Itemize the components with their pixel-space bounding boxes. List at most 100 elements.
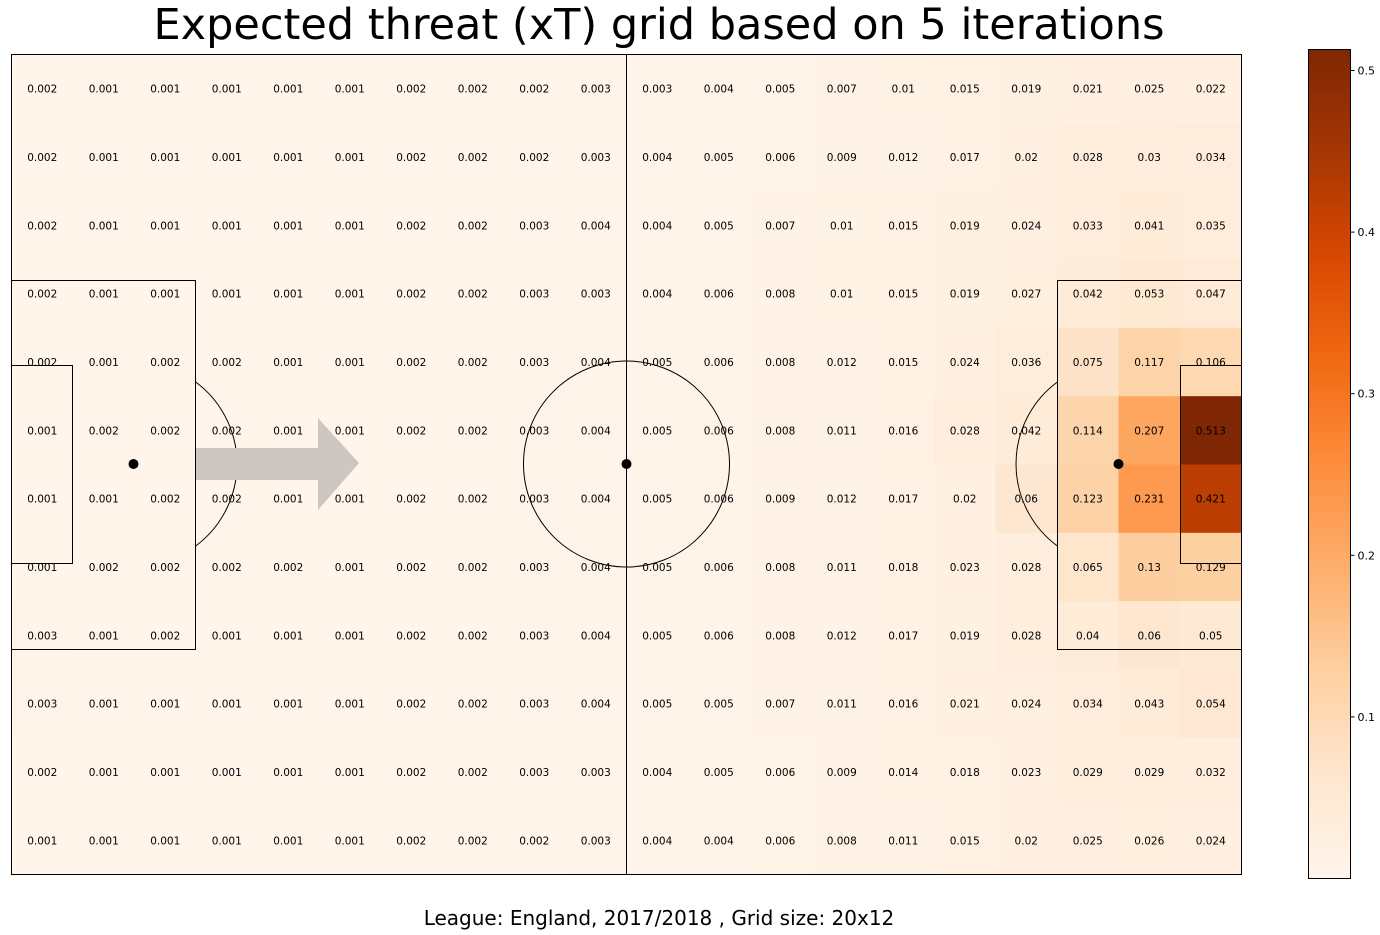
heatmap-cell [442,259,504,329]
heatmap-cell [257,122,320,192]
heatmap-cell [565,601,627,670]
heatmap-cell [319,327,381,397]
cell-value-label: 0.003 [519,562,549,574]
heatmap-cell [872,532,935,602]
heatmap-cell [503,396,566,465]
heatmap-cell [811,122,873,192]
heatmap-cell [73,532,135,602]
heatmap-cell [196,54,258,124]
cell-value-label: 0.002 [27,220,57,232]
heatmap-cell [1180,191,1242,260]
heatmap-cell [11,669,74,739]
heatmap-cell [134,737,197,807]
cell-value-label: 0.002 [150,630,180,642]
heatmap-cell [1180,122,1242,192]
cell-value-label: 0.028 [1011,562,1041,574]
heatmap-cell [1057,54,1119,124]
heatmap-cell [565,532,627,602]
cell-value-label: 0.002 [212,562,242,574]
cell-value-label: 0.015 [950,835,980,847]
cell-value-label: 0.034 [1073,699,1103,711]
heatmap-cell [565,327,627,397]
heatmap-cell [442,191,504,260]
heatmap-cell [626,806,689,875]
cell-value-label: 0.002 [458,84,488,96]
cell-value-label: 0.003 [519,425,549,437]
cell-value-label: 0.002 [396,630,426,642]
heatmap-cell [503,259,566,329]
cell-value-label: 0.053 [1134,289,1164,301]
heatmap-cell [995,532,1058,602]
colorbar-tick-label: 0.2 [1358,549,1376,562]
cell-value-label: 0.01 [830,220,853,232]
cell-value-label: 0.028 [950,425,980,437]
cell-value-label: 0.002 [150,357,180,369]
cell-value-label: 0.019 [950,220,980,232]
heatmap-cell [196,737,258,807]
cell-value-label: 0.019 [950,630,980,642]
heatmap-cell [1118,122,1181,192]
cell-value-label: 0.002 [396,84,426,96]
heatmap-cell [626,396,689,465]
heatmap-cell [380,464,443,534]
heatmap-cell [380,122,443,192]
heatmap-cell [1118,669,1181,739]
heatmap-cell [995,601,1058,670]
cell-value-label: 0.008 [765,630,795,642]
heatmap-cell [73,396,135,465]
cell-value-label: 0.001 [335,630,365,642]
cell-value-label: 0.001 [27,835,57,847]
heatmap-cell [11,806,74,875]
cell-value-label: 0.006 [765,767,795,779]
cell-value-label: 0.001 [335,289,365,301]
heatmap-cell [319,259,381,329]
heatmap-cell [626,464,689,534]
heatmap-cell [196,327,258,397]
cell-value-label: 0.003 [519,767,549,779]
cell-value-label: 0.06 [1138,630,1162,642]
chart-title: Expected threat (xT) grid based on 5 ite… [153,0,1165,50]
cell-value-label: 0.023 [1011,767,1041,779]
cell-value-label: 0.001 [273,835,303,847]
heatmap-cell [934,54,996,124]
heatmap-cell [11,601,74,670]
heatmap-cell [811,806,873,875]
cell-value-label: 0.008 [765,289,795,301]
heatmap-cell [1118,54,1181,124]
cell-value-label: 0.002 [458,289,488,301]
heatmap-cell [73,806,135,875]
cell-value-label: 0.002 [396,562,426,574]
heatmap-cell [1118,396,1181,465]
cell-value-label: 0.034 [1196,152,1226,164]
heatmap-cell [257,259,320,329]
cell-value-label: 0.004 [581,699,611,711]
cell-value-label: 0.114 [1073,425,1103,437]
cell-value-label: 0.006 [704,562,734,574]
cell-value-label: 0.005 [642,357,672,369]
cell-value-label: 0.016 [888,425,918,437]
cell-value-label: 0.003 [581,84,611,96]
heatmap-cell [565,806,627,875]
heatmap-cell [11,191,74,260]
heatmap-cell [134,259,197,329]
cell-value-label: 0.002 [519,84,549,96]
heatmap-cell [11,54,74,124]
cell-value-label: 0.003 [581,289,611,301]
heatmap-cell [11,259,74,329]
heatmap-cell [380,806,443,875]
heatmap-cell [934,191,996,260]
cell-value-label: 0.008 [765,357,795,369]
cell-value-label: 0.007 [765,699,795,711]
cell-value-label: 0.001 [212,220,242,232]
cell-value-label: 0.001 [273,699,303,711]
cell-value-label: 0.005 [704,699,734,711]
cell-value-label: 0.029 [1134,767,1164,779]
heatmap-cell [73,669,135,739]
cell-value-label: 0.002 [396,699,426,711]
cell-value-label: 0.005 [642,425,672,437]
cell-value-label: 0.003 [519,699,549,711]
heatmap-cell [688,601,750,670]
cell-value-label: 0.001 [27,562,57,574]
heatmap-cell [995,54,1058,124]
